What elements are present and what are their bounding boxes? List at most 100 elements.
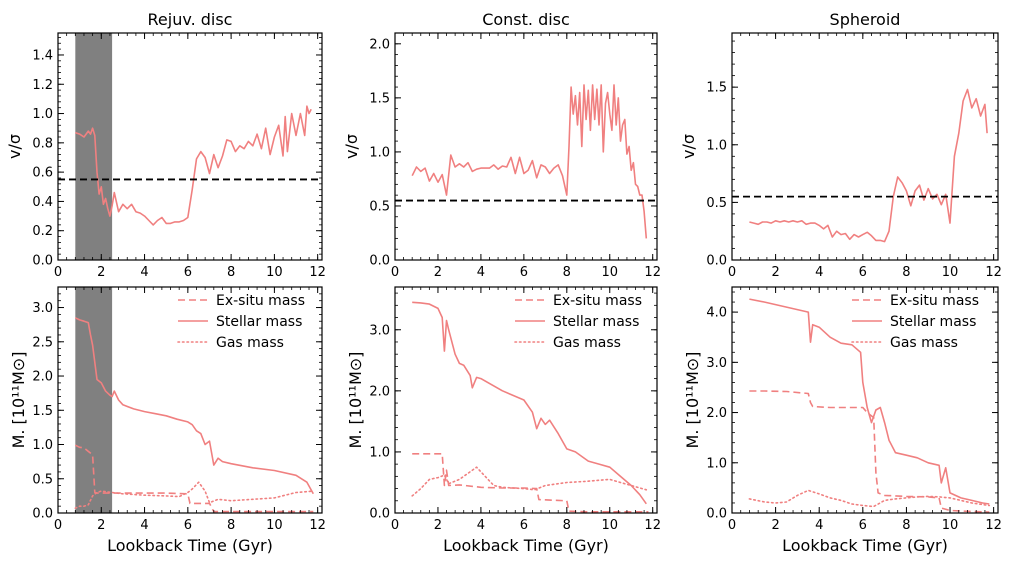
x-tick-label: 10 xyxy=(266,518,283,533)
x-tick-label: 2 xyxy=(97,518,105,533)
legend-label: Ex-situ mass xyxy=(216,293,305,309)
x-axis-label: Lookback Time (Gyr) xyxy=(107,536,273,555)
x-tick-label: 4 xyxy=(815,265,823,280)
y-tick-label: 0.8 xyxy=(32,136,53,151)
y-tick-label: 0.0 xyxy=(369,507,390,522)
legend-label: Ex-situ mass xyxy=(890,293,979,309)
y-axis-label: M. [10¹¹M⊙] xyxy=(683,352,702,449)
x-axis-label: Lookback Time (Gyr) xyxy=(443,536,609,555)
y-tick-label: 2.0 xyxy=(706,406,727,421)
x-tick-label: 2 xyxy=(434,518,442,533)
x-tick-label: 10 xyxy=(601,265,618,280)
x-tick-label: 10 xyxy=(942,265,959,280)
legend-label: Gas mass xyxy=(553,335,621,351)
panel-1: 0 2 4 6 8 10 12 0.0 0.2 0.4 0.6 0.8 1.0 1.2 1.4 Rejuv. … xyxy=(5,10,326,280)
y-tick-label: 1.0 xyxy=(706,456,727,471)
legend-label: Stellar mass xyxy=(890,314,976,330)
x-tick-label: 12 xyxy=(985,518,1002,533)
legend-label: Ex-situ mass xyxy=(553,293,642,309)
series-line-stellar-mass xyxy=(412,301,647,505)
series-line-v-sigma xyxy=(749,88,988,243)
x-tick-label: 0 xyxy=(54,265,62,280)
legend-label: Gas mass xyxy=(890,335,958,351)
x-tick-label: 12 xyxy=(644,518,661,533)
y-tick-label: 1.5 xyxy=(369,91,390,106)
x-tick-label: 2 xyxy=(434,265,442,280)
y-tick-label: 2.5 xyxy=(32,335,53,350)
y-tick-label: 0.0 xyxy=(32,254,53,269)
x-tick-label: 10 xyxy=(266,265,283,280)
y-tick-label: 0.0 xyxy=(32,507,53,522)
axes-frame xyxy=(731,286,999,514)
x-tick-label: 6 xyxy=(184,265,192,280)
panel-6: 0 2 4 6 8 10 12 0.0 1.0 2.0 3.0 4.0 Lookback Time (G… xyxy=(683,286,1002,555)
axes-frame xyxy=(57,286,323,514)
x-tick-label: 4 xyxy=(140,518,148,533)
x-tick-label: 12 xyxy=(985,265,1002,280)
shaded-region xyxy=(75,287,113,513)
x-tick-label: 8 xyxy=(563,265,571,280)
series-line-v-sigma xyxy=(75,105,312,226)
panel-title: Rejuv. disc xyxy=(148,10,233,29)
y-tick-label: 1.0 xyxy=(32,107,53,122)
y-tick-label: 2.0 xyxy=(369,37,390,52)
legend-label: Stellar mass xyxy=(216,314,302,330)
x-tick-label: 12 xyxy=(644,265,661,280)
y-tick-label: 0.4 xyxy=(32,195,53,210)
series-line-gas-mass xyxy=(748,489,991,508)
y-tick-label: 2.0 xyxy=(369,384,390,399)
y-tick-label: 1.0 xyxy=(369,445,390,460)
y-axis-label: M. [10¹¹M⊙] xyxy=(9,352,28,449)
y-tick-label: 0.5 xyxy=(369,199,390,214)
x-tick-label: 6 xyxy=(520,518,528,533)
x-tick-label: 2 xyxy=(97,265,105,280)
x-tick-label: 8 xyxy=(902,265,910,280)
x-tick-label: 4 xyxy=(815,518,823,533)
y-tick-label: 0.0 xyxy=(706,254,727,269)
y-tick-label: 3.0 xyxy=(706,356,727,371)
panel-4: 0 2 4 6 8 10 12 0.0 0.5 1.0 1.5 2.0 2.5 3.0 Lookback T… xyxy=(9,286,326,555)
y-tick-label: 0.5 xyxy=(32,472,53,487)
panel-5: 0 2 4 6 8 10 12 0.0 1.0 2.0 3.0 Lookback Time (Gyr)… xyxy=(346,286,661,555)
y-tick-label: 1.5 xyxy=(32,404,53,419)
x-tick-label: 10 xyxy=(942,518,959,533)
y-tick-label: 2.0 xyxy=(32,370,53,385)
panel-2: 0 2 4 6 8 10 12 0.0 0.5 1.0 1.5 2.0 Const. disc v/σ xyxy=(342,10,661,280)
legend: Ex-situ mass Stellar mass Gas mass xyxy=(514,293,642,351)
x-tick-label: 8 xyxy=(227,265,235,280)
x-tick-label: 0 xyxy=(728,265,736,280)
y-tick-label: 4.0 xyxy=(706,306,727,321)
y-tick-label: 0.5 xyxy=(706,196,727,211)
x-tick-label: 10 xyxy=(601,518,618,533)
y-axis-label: v/σ xyxy=(679,134,698,159)
legend: Ex-situ mass Stellar mass Gas mass xyxy=(177,293,305,351)
x-tick-label: 4 xyxy=(477,518,485,533)
x-tick-label: 8 xyxy=(227,518,235,533)
y-axis-label: M. [10¹¹M⊙] xyxy=(346,352,365,449)
series-line-gas-mass xyxy=(411,466,648,497)
panel-3: 0 2 4 6 8 10 12 0.0 0.5 1.0 1.5 Spheroid v/σ xyxy=(679,10,1002,280)
x-tick-label: 0 xyxy=(391,265,399,280)
y-axis-label: v/σ xyxy=(5,134,24,159)
y-tick-label: 1.0 xyxy=(706,138,727,153)
panel-title: Spheroid xyxy=(830,10,901,29)
series-line-ex-situ-mass xyxy=(74,444,314,513)
x-tick-label: 2 xyxy=(771,265,779,280)
x-tick-label: 12 xyxy=(309,265,326,280)
axes-frame xyxy=(57,32,323,261)
y-axis-label: v/σ xyxy=(342,134,361,159)
x-axis-label: Lookback Time (Gyr) xyxy=(782,536,948,555)
x-tick-label: 6 xyxy=(520,265,528,280)
series-line-gas-mass xyxy=(74,481,315,510)
shaded-region xyxy=(75,33,113,260)
x-tick-label: 2 xyxy=(771,518,779,533)
x-tick-label: 4 xyxy=(477,265,485,280)
y-tick-label: 0.6 xyxy=(32,166,53,181)
x-tick-label: 4 xyxy=(140,265,148,280)
x-tick-label: 0 xyxy=(728,518,736,533)
y-tick-label: 1.5 xyxy=(706,81,727,96)
legend-label: Stellar mass xyxy=(553,314,639,330)
y-tick-label: 3.0 xyxy=(369,323,390,338)
x-tick-label: 6 xyxy=(859,518,867,533)
y-tick-label: 3.0 xyxy=(32,301,53,316)
